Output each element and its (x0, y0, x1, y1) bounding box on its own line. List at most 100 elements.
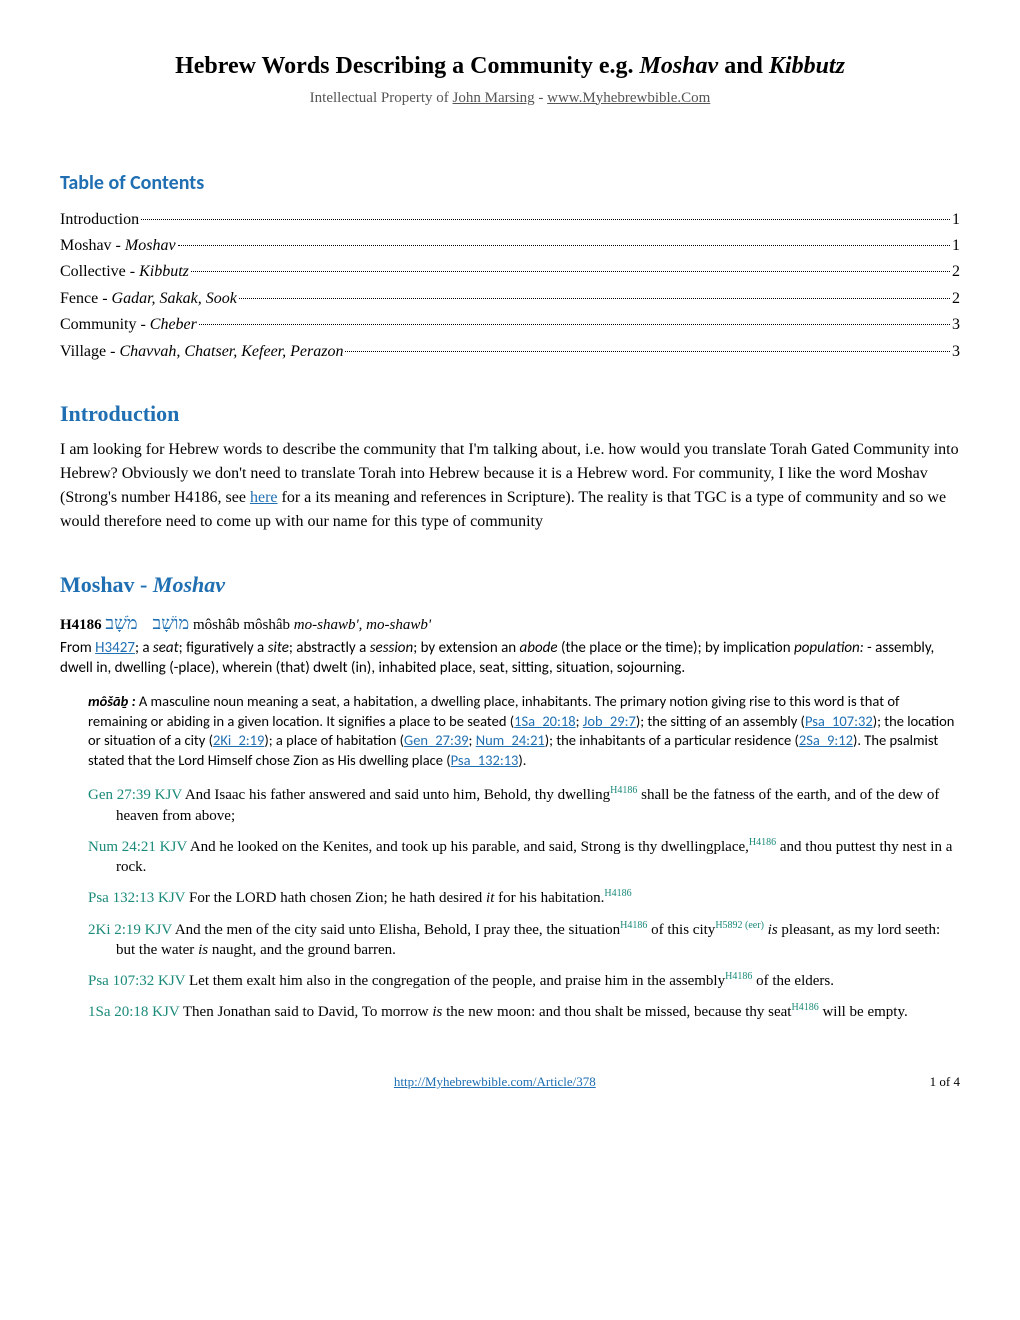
v6-sup: H4186 (791, 1002, 818, 1013)
v1a: And Isaac his father answered and said u… (182, 787, 610, 803)
ref-psa10732[interactable]: Psa_107:32 (805, 712, 873, 730)
toc-label: Community - Cheber (60, 314, 197, 336)
toc-page: 1 (952, 235, 960, 257)
v4is2: is (198, 942, 208, 958)
toc-page: 3 (952, 341, 960, 363)
subtitle-pre: Intellectual Property of (310, 90, 453, 106)
v4b: of this city (647, 922, 715, 938)
toc-label: Moshav - Moshav (60, 235, 176, 257)
toc-line[interactable]: Fence - Gadar, Sakak, Sook 2 (60, 288, 960, 310)
toc-label: Collective - Kibbutz (60, 261, 189, 283)
ref-job297[interactable]: Job_29:7 (583, 712, 636, 730)
ref-psa13213[interactable]: Psa_132:13 (451, 751, 519, 769)
v4e: naught, and the ground barren. (208, 942, 396, 958)
pronunciation: mo-shawb', mo-shawb' (294, 617, 431, 633)
v5a: Let them exalt him also in the congregat… (185, 973, 725, 989)
toc-line[interactable]: Village - Chavvah, Chatser, Kefeer, Pera… (60, 341, 960, 363)
from-link[interactable]: H3427 (95, 639, 135, 657)
ref-1sa2018[interactable]: 1Sa_20:18 (514, 712, 575, 730)
author-link[interactable]: John Marsing (453, 90, 535, 106)
v2a: And he looked on the Kenites, and took u… (187, 839, 749, 855)
v1-ref: Gen 27:39 KJV (88, 787, 182, 803)
ref-2ki219[interactable]: 2Ki_2:19 (213, 731, 264, 749)
v3a: For the LORD hath chosen Zion; he hath d… (185, 890, 486, 906)
toc-line[interactable]: Collective - Kibbutz 2 (60, 261, 960, 283)
toc-heading: Table of Contents (60, 169, 960, 197)
v4-sup2: H5892 (eer) (715, 920, 764, 931)
site-em: site (268, 639, 289, 657)
v6c: will be empty. (819, 1004, 908, 1020)
toc-dots (239, 298, 950, 299)
defn-lead: môšāḇ : (88, 692, 136, 710)
d4: ; by extension an (413, 639, 519, 657)
toc-page: 2 (952, 261, 960, 283)
moshav-heading-em: Moshav (153, 572, 225, 597)
ref-gen2739[interactable]: Gen_27:39 (404, 731, 468, 749)
ref-2sa912[interactable]: 2Sa_9:12 (799, 731, 853, 749)
seat-em: seat (153, 639, 179, 657)
verse-num2421: Num 24:21 KJV And he looked on the Kenit… (88, 836, 960, 878)
toc-label: Introduction (60, 209, 139, 231)
strong-number: H4186 (60, 617, 102, 633)
toc-dots (199, 324, 950, 325)
moshav-heading: Moshav - Moshav (60, 570, 960, 601)
v3b: for his habitation. (494, 890, 604, 906)
subtitle: Intellectual Property of John Marsing - … (60, 88, 960, 109)
v5-ref: Psa 107:32 KJV (88, 973, 185, 989)
v3-sup: H4186 (604, 888, 631, 899)
footer: http://Myhebrewbible.com/Article/378 1 o… (60, 1073, 960, 1091)
v6is: is (432, 1004, 442, 1020)
verse-psa13213: Psa 132:13 KJV For the LORD hath chosen … (88, 887, 960, 908)
d2: ; figuratively a (179, 639, 268, 657)
v4-ref: 2Ki 2:19 KJV (88, 922, 172, 938)
verse-gen2739: Gen 27:39 KJV And Isaac his father answe… (88, 784, 960, 826)
d5: (the place or the time); by implication (558, 639, 794, 657)
intro-paragraph: I am looking for Hebrew words to describ… (60, 438, 960, 534)
footer-url[interactable]: http://Myhebrewbible.com/Article/378 (394, 1074, 596, 1089)
site-link[interactable]: www.Myhebrewbible.Com (547, 90, 710, 106)
toc-line[interactable]: Moshav - Moshav 1 (60, 235, 960, 257)
toc-dots (191, 271, 950, 272)
d3: ; abstractly a (289, 639, 370, 657)
abode-em: abode (520, 639, 558, 657)
page-title: Hebrew Words Describing a Community e.g.… (60, 50, 960, 84)
v6-ref: 1Sa 20:18 KJV (88, 1004, 179, 1020)
toc-line[interactable]: Community - Cheber3 (60, 314, 960, 336)
title-em2: Kibbutz (769, 53, 845, 79)
v1-sup: H4186 (610, 785, 637, 796)
sep1: ; (576, 712, 583, 730)
toc-dots (345, 351, 950, 352)
v2-sup: H4186 (749, 837, 776, 848)
db2: ); the sitting of an assembly ( (636, 712, 805, 730)
v4-sup1: H4186 (620, 920, 647, 931)
here-link[interactable]: here (250, 489, 278, 506)
verse-2ki219: 2Ki 2:19 KJV And the men of the city sai… (88, 919, 960, 961)
subtitle-sep: - (535, 90, 548, 106)
title-text-pre: Hebrew Words Describing a Community e.g. (175, 53, 639, 79)
v2-ref: Num 24:21 KJV (88, 839, 187, 855)
v5b: of the elders. (752, 973, 834, 989)
entry-definition: From H3427; a seat; figuratively a site;… (60, 638, 960, 679)
toc-label: Fence - Gadar, Sakak, Sook (60, 288, 237, 310)
moshav-heading-pre: Moshav - (60, 572, 153, 597)
ref-num2421[interactable]: Num_24:21 (476, 731, 545, 749)
verse-psa10732: Psa 107:32 KJV Let them exalt him also i… (88, 970, 960, 991)
toc-line[interactable]: Introduction 1 (60, 209, 960, 231)
db7: ). (518, 751, 526, 769)
entry-header: H4186 מוֹשָׁב מֹשָׁב môshâb môshâb mo-sh… (60, 611, 960, 636)
toc-dots (141, 219, 950, 220)
title-em1: Moshav (640, 53, 719, 79)
toc-dots (178, 245, 950, 246)
db4: ); a place of habitation ( (264, 731, 404, 749)
verse-1sa2018: 1Sa 20:18 KJV Then Jonathan said to Davi… (88, 1001, 960, 1022)
footer-page: 1 of 4 (930, 1073, 960, 1091)
v4is: is (768, 922, 778, 938)
v5-sup: H4186 (725, 971, 752, 982)
session-em: session (370, 639, 414, 657)
v4a: And the men of the city said unto Elisha… (172, 922, 620, 938)
toc-page: 1 (952, 209, 960, 231)
hebrew-word-2: מֹשָׁב (105, 613, 137, 633)
toc-page: 2 (952, 288, 960, 310)
title-mid: and (718, 53, 769, 79)
d1: ; a (135, 639, 153, 657)
